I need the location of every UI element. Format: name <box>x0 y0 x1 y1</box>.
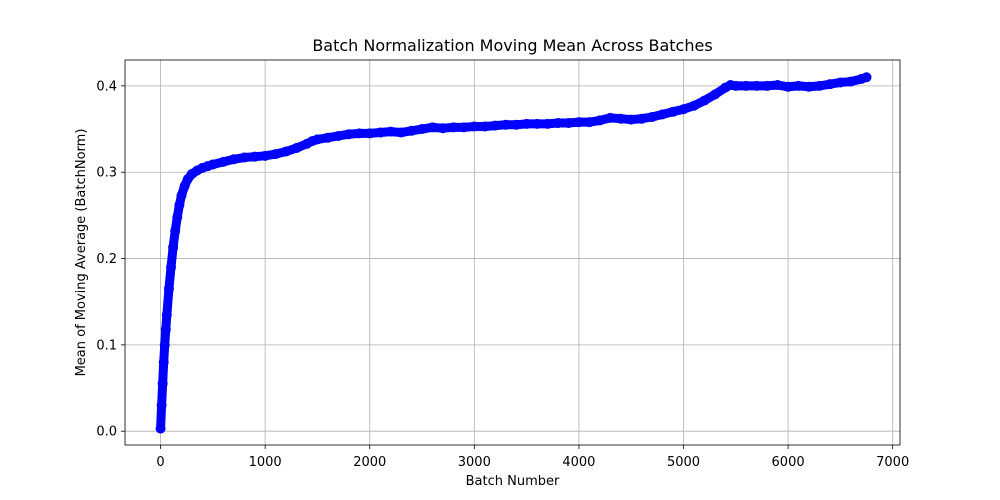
data-point <box>168 242 179 253</box>
data-point <box>861 72 872 83</box>
data-point <box>354 128 365 139</box>
data-point <box>322 132 333 143</box>
x-tick-label: 6000 <box>772 455 805 470</box>
data-point <box>730 80 741 91</box>
data-point <box>291 143 302 154</box>
data-point <box>563 118 574 129</box>
data-point <box>668 106 679 117</box>
data-point <box>804 81 815 92</box>
data-point <box>174 200 185 211</box>
data-point <box>239 152 250 163</box>
data-point <box>500 119 511 130</box>
data-point <box>647 111 658 122</box>
y-tick-label: 0.4 <box>96 79 117 94</box>
data-point <box>835 77 846 88</box>
data-point <box>626 114 637 125</box>
data-point <box>159 339 170 350</box>
data-point <box>406 125 417 136</box>
axis-ticks: 0 1000 2000 3000 4000 5000 6000 7000 0.0 0.1 0.2 0.… <box>96 79 909 470</box>
data-point <box>161 309 172 320</box>
data-point <box>448 122 459 133</box>
data-point <box>155 423 166 434</box>
data-point <box>521 118 532 129</box>
data-point <box>793 80 804 91</box>
data-point <box>385 126 396 137</box>
data-point <box>783 81 794 92</box>
x-tick-label: 4000 <box>562 455 595 470</box>
y-tick-label: 0.3 <box>96 166 117 181</box>
data-point <box>678 104 689 115</box>
data-point <box>552 118 563 129</box>
data-point <box>573 117 584 128</box>
plot-area-frame <box>124 59 901 446</box>
data-point <box>166 262 177 273</box>
data-point <box>172 212 183 223</box>
data-point <box>228 154 239 165</box>
data-point <box>375 127 386 138</box>
data-point <box>417 124 428 135</box>
data-point <box>469 121 480 132</box>
data-point <box>163 283 174 294</box>
y-tick-label: 0.1 <box>96 338 117 353</box>
chart-title: Batch Normalization Moving Mean Across B… <box>312 36 712 55</box>
data-point <box>772 80 783 91</box>
data-point <box>207 159 218 170</box>
data-point <box>751 80 762 91</box>
data-point <box>688 100 699 111</box>
data-point <box>157 378 168 389</box>
data-point <box>594 115 605 126</box>
x-axis-label: Batch Number <box>466 474 560 489</box>
data-point <box>490 120 501 131</box>
data-point <box>584 117 595 128</box>
data-point <box>270 149 281 160</box>
data-point <box>479 121 490 132</box>
data-point <box>542 118 553 129</box>
data-point <box>605 112 616 123</box>
grid <box>125 60 900 445</box>
data-point <box>762 80 773 91</box>
x-tick-label: 3000 <box>458 455 491 470</box>
x-tick-label: 2000 <box>353 455 386 470</box>
data-point <box>176 190 187 201</box>
x-tick-label: 5000 <box>667 455 700 470</box>
data-point <box>249 151 260 162</box>
data-point <box>437 123 448 134</box>
data-point <box>158 357 169 368</box>
y-tick-label: 0.0 <box>96 425 117 440</box>
data-point <box>156 400 167 411</box>
x-tick-label: 0 <box>156 455 164 470</box>
x-tick-label: 7000 <box>876 455 909 470</box>
data-point <box>741 80 752 91</box>
data-point <box>615 113 626 124</box>
data-point <box>636 113 647 124</box>
data-point <box>218 156 229 167</box>
data-point <box>427 122 438 133</box>
data-point <box>170 225 181 236</box>
data-point <box>333 130 344 141</box>
data-point <box>532 118 543 129</box>
data-point <box>845 76 856 87</box>
data-point <box>281 146 292 157</box>
data-point <box>824 79 835 90</box>
series-line <box>156 72 872 434</box>
data-point <box>312 134 323 145</box>
data-point <box>709 89 720 100</box>
y-axis-label: Mean of Moving Average (BatchNorm) <box>74 129 89 377</box>
data-point <box>511 119 522 130</box>
data-point <box>364 128 375 139</box>
data-point <box>458 122 469 133</box>
data-point <box>396 127 407 138</box>
data-point <box>657 109 668 120</box>
data-point <box>160 324 171 335</box>
data-point <box>814 80 825 91</box>
data-point <box>260 150 271 161</box>
data-point <box>699 95 710 106</box>
data-point <box>343 129 354 140</box>
x-tick-label: 1000 <box>249 455 282 470</box>
data-series <box>155 72 872 434</box>
y-tick-label: 0.2 <box>96 252 117 267</box>
